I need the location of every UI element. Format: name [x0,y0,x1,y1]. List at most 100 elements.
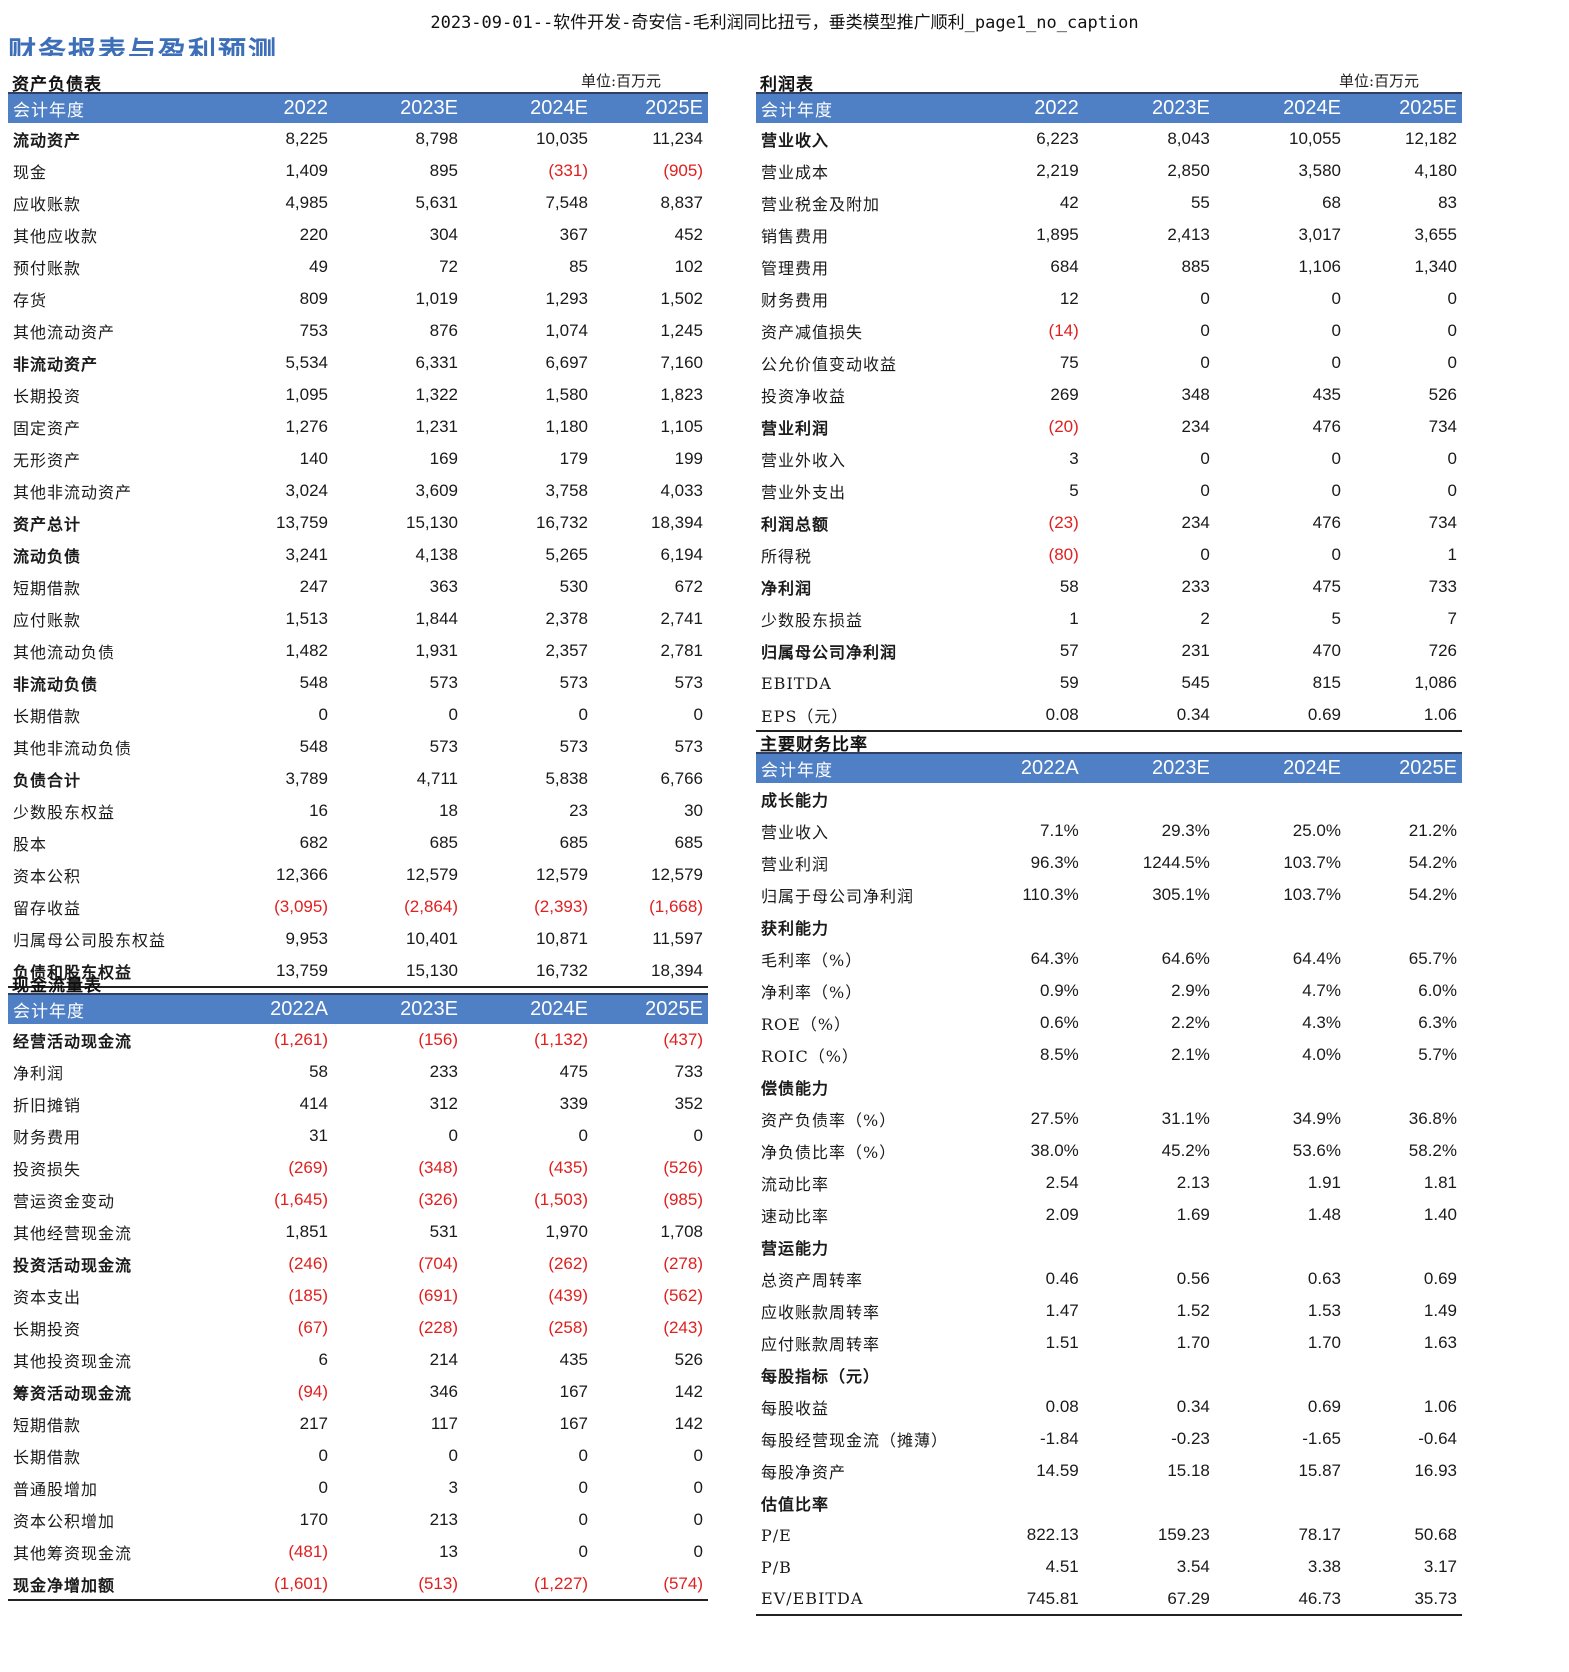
cell-value: 4,711 [416,769,458,788]
cell-value: 30 [684,801,703,820]
cell-value: -1.65 [1302,1429,1341,1448]
cell-value: 685 [559,833,588,852]
cell-value [973,783,1084,815]
cell-value: 8,225 [285,129,328,148]
cell-value: 682 [299,833,328,852]
cell-value [973,1231,1084,1263]
row-label: 少数股东权益 [13,803,116,822]
table-row: 其他筹资现金流 (481) 13 0 0 [8,1536,708,1568]
cell-value: 7,548 [545,193,588,212]
table-row: 其他流动资产 753 876 1,074 1,245 [8,315,708,347]
cell-value [1346,783,1462,815]
cell-value: (435) [548,1158,588,1177]
row-label: 营运资金变动 [13,1192,116,1211]
cell-value: 231 [1181,641,1210,660]
cell-value: 5,534 [285,353,328,372]
table-row: 其他经营现金流 1,851 531 1,970 1,708 [8,1216,708,1248]
cell-value: 49 [309,257,328,276]
row-label: 归属于母公司净利润 [761,887,915,906]
row-label: 销售费用 [761,227,830,246]
cell-value: (156) [418,1030,458,1049]
row-label: 短期借款 [13,1416,82,1435]
cell-value: 0 [1447,449,1457,468]
table-row: 折旧摊销 414 312 339 352 [8,1088,708,1120]
cell-value: 733 [674,1062,703,1081]
cell-value: 68 [1322,193,1341,212]
cell-value: 470 [1312,641,1341,660]
table-row: 估值比率 [756,1487,1462,1519]
row-label: 成长能力 [761,791,830,810]
table-row: 总资产周转率 0.46 0.56 0.63 0.69 [756,1263,1462,1295]
table-row: 现金净增加额 (1,601) (513) (1,227) (574) [8,1568,708,1601]
cell-value: 475 [1312,577,1341,596]
cell-value: 0 [318,1446,328,1465]
ratios-table: 会计年度 2022A 2023E 2024E 2025E 成长能力 营业收入 7.1% 29.3… [756,752,1462,1616]
cell-value: 1,293 [545,289,588,308]
cell-value: 3,655 [1414,225,1457,244]
cell-value: 54.2% [1408,885,1457,904]
header-year: 2025E [1345,752,1462,783]
cell-value: 0 [693,1478,703,1497]
header-year: 2022A [223,993,333,1024]
row-label: 投资损失 [13,1160,82,1179]
cell-value: 0 [578,1542,588,1561]
cell-value [1084,1231,1215,1263]
row-label: 资本支出 [13,1288,82,1307]
cell-value: 36.8% [1408,1109,1457,1128]
cell-value: 809 [299,289,328,308]
cell-value: (691) [418,1286,458,1305]
cell-value: (1,668) [649,897,703,916]
income-statement-table: 会计年度 2022 2023E 2024E 2025E 营业收入 6,223 8,043 10,… [756,92,1462,732]
table-row: EPS（元） 0.08 0.34 0.69 1.06 [756,699,1462,732]
cell-value: 4.0% [1302,1045,1341,1064]
row-label: 股本 [13,835,48,854]
table-row: 流动比率 2.54 2.13 1.91 1.81 [756,1167,1462,1199]
cell-value: 6.3% [1418,1013,1457,1032]
table-row: 营业税金及附加 42 55 68 83 [756,187,1462,219]
header-year: 2024E [1214,752,1346,783]
document-title: 2023-09-01--软件开发-奇安信-毛利润同比扭亏，垂类模型推广顺利_pa… [430,13,1139,33]
table-row: 无形资产 140 169 179 199 [8,443,708,475]
cell-value: 3,609 [415,481,458,500]
cell-value: 304 [429,225,458,244]
cell-value: 548 [299,737,328,756]
cell-value: 0 [1200,481,1210,500]
cell-value: 5 [1069,481,1079,500]
cell-value: 65.7% [1408,949,1457,968]
header-year: 2023E [1083,92,1215,123]
row-label: EV/EBITDA [756,1583,973,1616]
table-row: 留存收益 (3,095) (2,864) (2,393) (1,668) [8,891,708,923]
table-row: 净利润 58 233 475 733 [8,1056,708,1088]
cell-value: 1.81 [1423,1173,1457,1192]
cell-value: 23 [569,801,588,820]
row-label: 其他流动负债 [13,643,116,662]
row-label: 营业税金及附加 [761,195,881,214]
row-label: 资本公积增加 [13,1512,116,1531]
cell-value: 1,106 [1298,257,1341,276]
cell-value: (14) [1048,321,1079,340]
table-row: 归属母公司净利润 57 231 470 726 [756,635,1462,667]
cell-value: (2,393) [534,897,588,916]
cell-value: 31.1% [1161,1109,1210,1128]
table-row: 每股净资产 14.59 15.18 15.87 16.93 [756,1455,1462,1487]
row-label: 毛利率（%） [761,951,863,970]
table-row: 财务费用 12 0 0 0 [756,283,1462,315]
table-row: 营业利润 (20) 234 476 734 [756,411,1462,443]
cell-value: (67) [297,1318,328,1337]
table-row: 获利能力 [756,911,1462,943]
table-row: 速动比率 2.09 1.69 1.48 1.40 [756,1199,1462,1231]
row-label: 其他筹资现金流 [13,1544,133,1563]
cell-value: 1,074 [545,321,588,340]
header-year: 2025E [593,993,708,1024]
cell-value: 0 [1200,321,1210,340]
cell-value: 5,838 [545,769,588,788]
cell-value: 12,366 [276,865,328,884]
row-label: 流动负债 [13,547,82,566]
cell-value [1346,1487,1462,1519]
cell-value: 2,413 [1167,225,1210,244]
row-label: 总资产周转率 [761,1271,864,1290]
cell-value [1346,1071,1462,1103]
cell-value: 170 [299,1510,328,1529]
cell-value: 0 [1200,545,1210,564]
ratios-block: 主要财务比率 会计年度 2022A 2023E 2024E 2025E 成长能力 营业收入 7… [756,722,1462,1616]
